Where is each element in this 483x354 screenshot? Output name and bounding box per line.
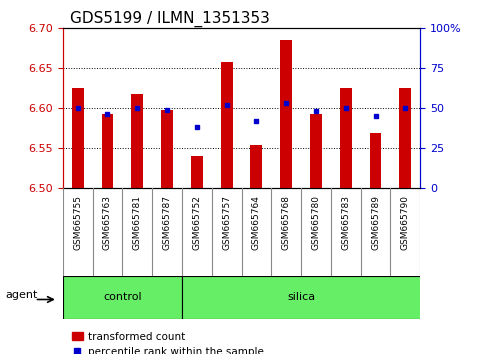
Text: GSM665787: GSM665787 [163,195,171,250]
Bar [161,110,173,188]
Bar [399,88,412,188]
Bar [221,62,233,188]
Bar [182,276,435,319]
Text: GSM665755: GSM665755 [73,195,82,250]
Text: GSM665757: GSM665757 [222,195,231,250]
Bar [101,114,114,188]
Text: GSM665752: GSM665752 [192,195,201,250]
Text: GSM665763: GSM665763 [103,195,112,250]
Bar [251,145,262,188]
Text: GSM665780: GSM665780 [312,195,320,250]
Bar [369,133,382,188]
Text: GDS5199 / ILMN_1351353: GDS5199 / ILMN_1351353 [70,11,270,27]
Text: control: control [103,292,142,302]
Text: GSM665789: GSM665789 [371,195,380,250]
Text: GSM665783: GSM665783 [341,195,350,250]
Bar [191,156,203,188]
Legend: transformed count, percentile rank within the sample: transformed count, percentile rank withi… [68,327,268,354]
Text: GSM665768: GSM665768 [282,195,291,250]
Bar [72,88,84,188]
Bar [340,88,352,188]
Bar [131,95,143,188]
Text: GSM665781: GSM665781 [133,195,142,250]
Bar [280,40,292,188]
Text: agent: agent [5,290,37,300]
Bar [63,276,182,319]
Text: GSM665764: GSM665764 [252,195,261,250]
Text: GSM665790: GSM665790 [401,195,410,250]
Text: silica: silica [287,292,315,302]
Bar [310,114,322,188]
